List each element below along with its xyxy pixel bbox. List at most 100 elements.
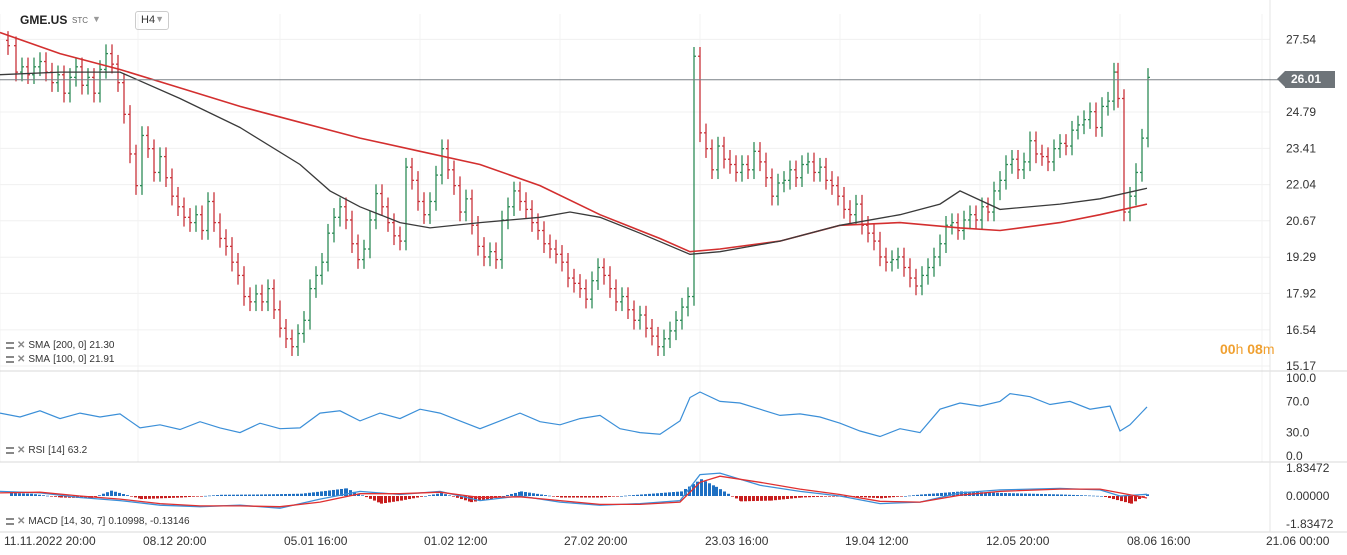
macd-histogram-bar — [1142, 496, 1145, 497]
macd-histogram-bar — [34, 494, 37, 496]
menu-icon[interactable] — [6, 518, 14, 525]
countdown-hours: 00 — [1220, 341, 1236, 357]
legend-macd-value: 0.10998, -0.13146 — [108, 516, 190, 527]
macd-histogram-bar — [172, 496, 175, 498]
macd-histogram-bar — [118, 492, 121, 496]
macd-histogram-bar — [960, 491, 963, 496]
legend-rsi[interactable]: ✕ RSI [14] 63.2 — [6, 445, 87, 456]
macd-histogram-bar — [1092, 495, 1095, 497]
macd-histogram-bar — [332, 489, 335, 496]
legend-sma100[interactable]: ✕ SMA [100, 0] 21.91 — [6, 354, 114, 365]
macd-histogram-bar — [644, 494, 647, 496]
macd-histogram-bar — [1072, 494, 1075, 496]
macd-histogram-bar — [1044, 494, 1047, 496]
macd-histogram-bar — [478, 496, 481, 501]
macd-histogram-bar — [912, 495, 915, 496]
macd-histogram-bar — [660, 492, 663, 496]
macd-histogram-bar — [596, 496, 599, 498]
menu-icon[interactable] — [6, 342, 14, 349]
macd-histogram-bar — [280, 494, 283, 496]
macd-histogram-bar — [916, 494, 919, 496]
chevron-down-icon[interactable]: ▼ — [92, 14, 101, 24]
close-icon[interactable]: ✕ — [17, 340, 26, 351]
price-tick-label: 24.79 — [1286, 105, 1316, 119]
macd-histogram-bar — [1024, 493, 1027, 496]
macd-histogram-bar — [648, 493, 651, 496]
macd-histogram-bar — [296, 493, 299, 496]
legend-macd-name: MACD — [28, 516, 58, 527]
macd-histogram-bar — [160, 496, 163, 499]
rsi-tick-label: 70.0 — [1286, 394, 1310, 408]
macd-histogram-bar — [518, 491, 521, 496]
macd-histogram-bar — [412, 496, 415, 499]
macd-tick-label: 1.83472 — [1286, 461, 1330, 475]
macd-histogram-bar — [224, 494, 227, 496]
macd-histogram-bar — [312, 492, 315, 496]
close-icon[interactable]: ✕ — [17, 354, 26, 365]
macd-histogram-bar — [328, 490, 331, 496]
menu-icon[interactable] — [6, 447, 14, 454]
macd-histogram-bar — [357, 493, 360, 496]
macd-histogram-bar — [880, 496, 883, 499]
macd-histogram-bar — [948, 492, 951, 496]
timeframe-selector[interactable]: H4 ▼ — [135, 11, 169, 30]
macd-histogram-bar — [428, 495, 431, 496]
macd-histogram-bar — [232, 494, 235, 496]
macd-histogram-bar — [320, 491, 323, 496]
macd-histogram-bar — [456, 496, 459, 498]
legend-macd[interactable]: ✕ MACD [14, 30, 7] 0.10998, -0.13146 — [6, 516, 190, 527]
chevron-down-icon: ▼ — [155, 14, 164, 24]
macd-histogram-bar — [731, 496, 734, 497]
macd-histogram-bar — [1134, 496, 1137, 502]
macd-histogram-bar — [676, 491, 679, 496]
macd-histogram-bar — [482, 496, 485, 501]
macd-histogram-bar — [620, 496, 623, 497]
time-tick-label: 01.02 12:00 — [424, 534, 488, 548]
macd-histogram-bar — [800, 496, 803, 498]
macd-histogram-bar — [556, 496, 559, 497]
macd-histogram-bar — [1028, 493, 1031, 496]
macd-histogram-bar — [152, 496, 155, 499]
time-tick-label: 08.12 20:00 — [143, 534, 207, 548]
macd-histogram-bar — [1032, 493, 1035, 496]
countdown-minutes-unit: m — [1262, 341, 1275, 357]
macd-histogram-bar — [208, 495, 211, 497]
macd-histogram-bar — [440, 492, 443, 496]
macd-histogram-bar — [1104, 496, 1107, 498]
legend-sma200[interactable]: ✕ SMA [200, 0] 21.30 — [6, 340, 114, 351]
macd-histogram-bar — [888, 496, 891, 498]
macd-histogram-bar — [416, 496, 419, 498]
price-tick-label: 16.54 — [1286, 323, 1316, 337]
macd-histogram-bar — [444, 494, 447, 496]
macd-histogram-bar — [369, 496, 372, 499]
menu-icon[interactable] — [6, 356, 14, 363]
legend-rsi-name: RSI — [28, 445, 46, 456]
macd-histogram-bar — [536, 493, 539, 496]
macd-histogram-bar — [864, 496, 867, 498]
legend-sma200-value: 21.30 — [89, 340, 115, 351]
price-tick-label: 17.92 — [1286, 286, 1316, 300]
price-tick-label: 27.54 — [1286, 32, 1316, 46]
macd-histogram-bar — [656, 493, 659, 496]
macd-histogram-bar — [924, 494, 927, 496]
macd-histogram-bar — [820, 496, 823, 497]
macd-histogram-bar — [236, 494, 239, 496]
macd-histogram-bar — [1052, 494, 1055, 496]
macd-histogram-bar — [42, 495, 45, 496]
macd-histogram-bar — [944, 492, 947, 496]
macd-histogram-bar — [176, 496, 179, 498]
macd-histogram-bar — [353, 491, 356, 496]
macd-histogram-bar — [992, 492, 995, 496]
time-tick-label: 08.06 16:00 — [1127, 534, 1191, 548]
macd-histogram-bar — [544, 495, 547, 496]
macd-histogram-bar — [632, 495, 635, 496]
macd-histogram-bar — [816, 496, 819, 497]
macd-histogram-bar — [844, 496, 847, 497]
close-icon[interactable]: ✕ — [17, 516, 26, 527]
symbol-label[interactable]: GME.US — [20, 13, 68, 27]
macd-histogram-bar — [868, 496, 871, 498]
close-icon[interactable]: ✕ — [17, 445, 26, 456]
macd-histogram-bar — [540, 494, 543, 496]
macd-histogram-bar — [735, 496, 738, 499]
